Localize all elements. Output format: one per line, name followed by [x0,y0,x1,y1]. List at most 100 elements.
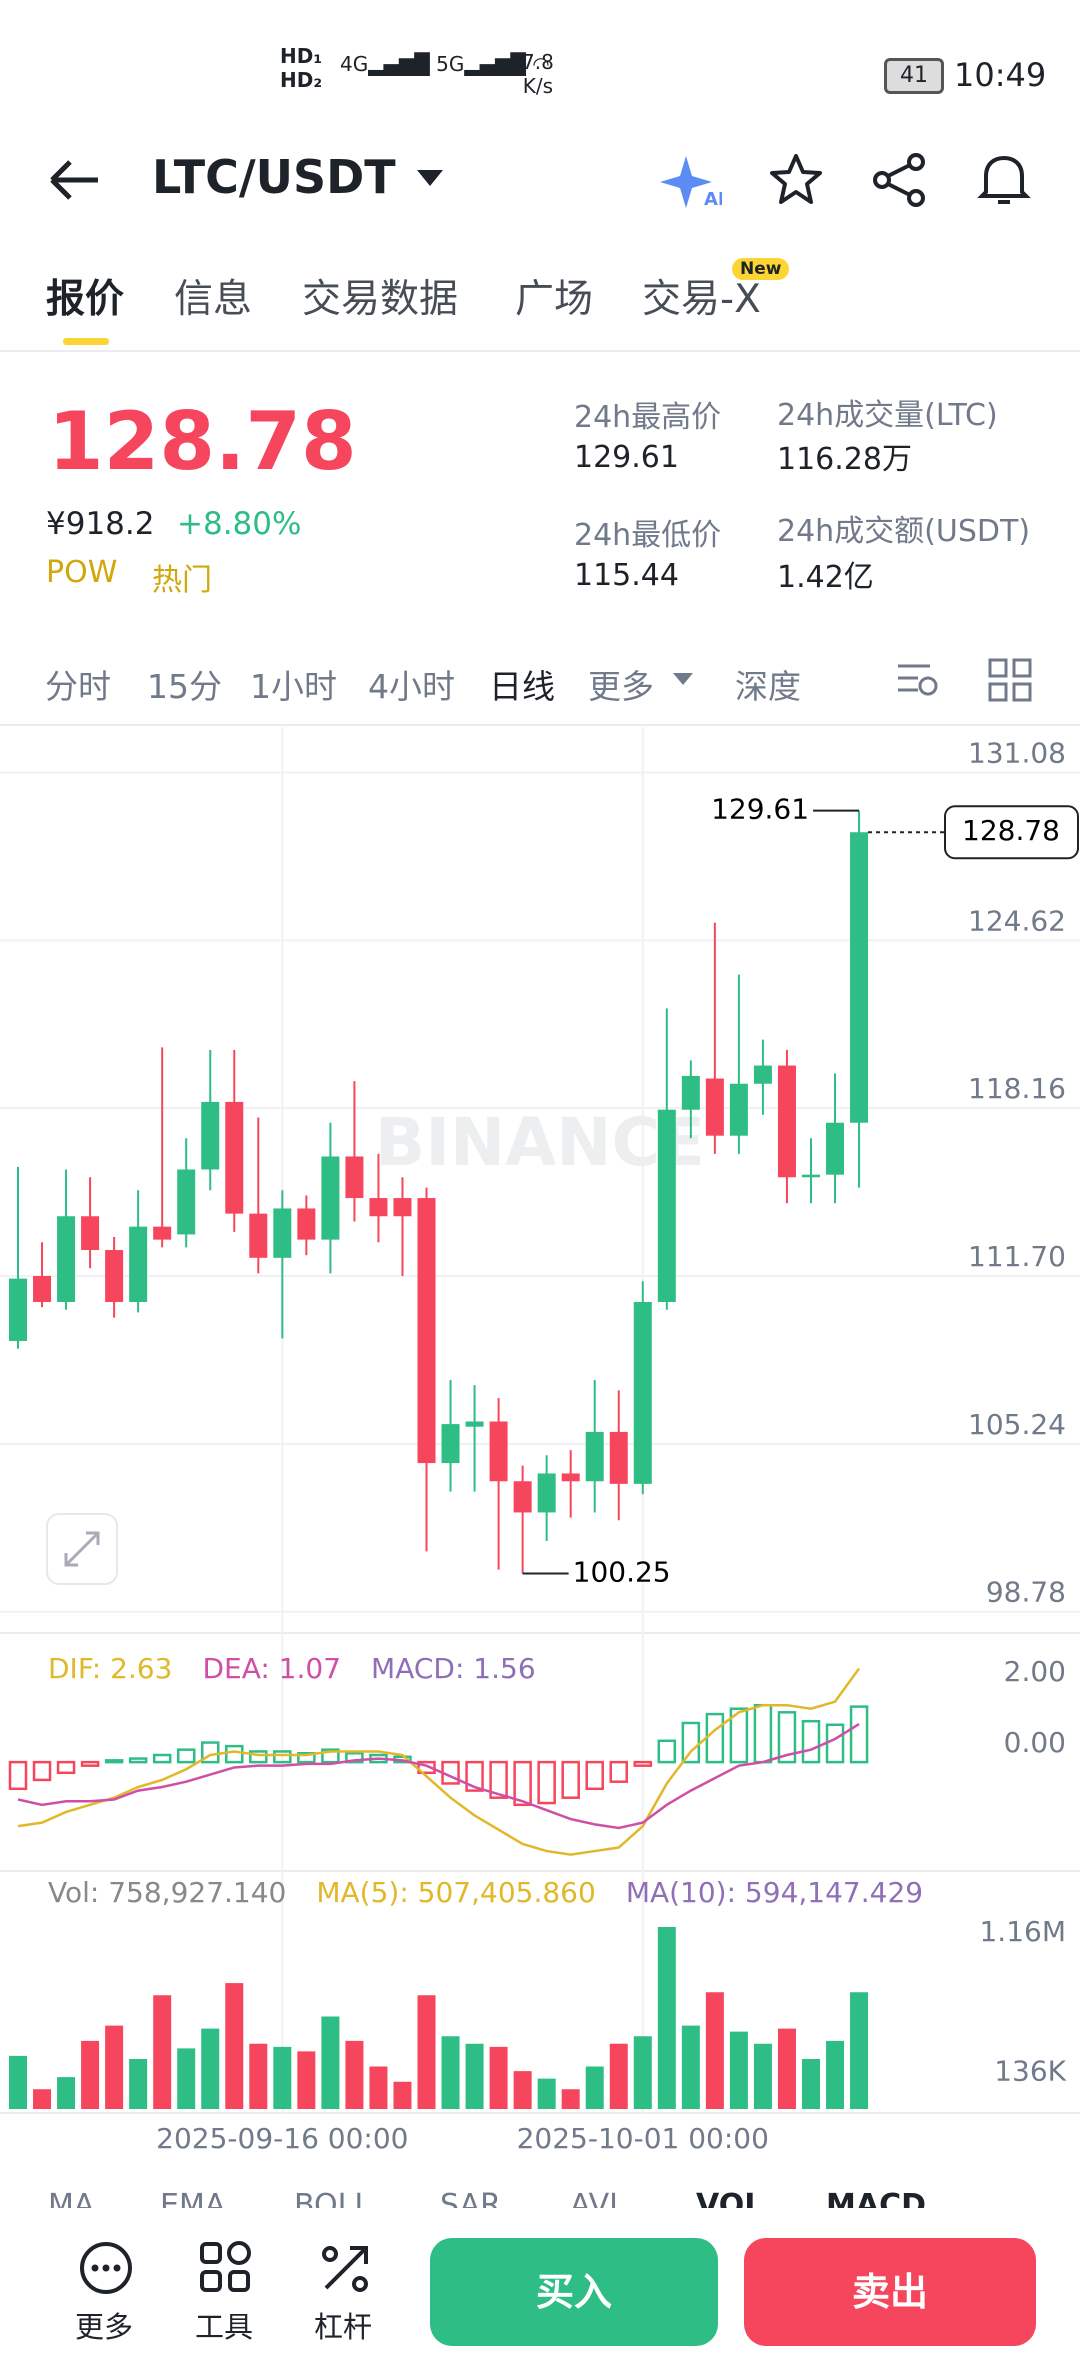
candle-body [393,1198,412,1217]
indicator[interactable]: MACD [826,2188,926,2208]
macd-bar [297,1751,316,1764]
depth[interactable]: 深度 [735,667,801,706]
watermark: BINANCE [375,1104,705,1181]
leverage-label[interactable]: 杠杆 [314,2310,373,2344]
interval-active[interactable]: 日线 [489,667,555,706]
macd-bar [681,1721,701,1764]
chart-settings[interactable] [896,658,940,702]
candle-body [81,1216,100,1251]
volume-bar [729,2031,748,2109]
macd-bar [321,1748,340,1764]
net-speed: 7.8 K/s [522,50,554,98]
macd-bar [56,1760,76,1775]
candle-body [33,1276,52,1302]
back-button[interactable] [48,156,102,204]
stat-value: 115.44 [574,558,679,593]
candle-body [57,1216,76,1302]
indicator[interactable]: AVL [570,2188,626,2208]
stat-value: 1.42亿 [777,560,874,595]
more-icon[interactable] [78,2240,134,2296]
interval[interactable]: 4小时 [368,667,455,706]
interval[interactable]: 1小时 [250,667,337,706]
volume-bar [681,2025,700,2109]
y-tick-label: 136K [994,2054,1066,2087]
macd-bar [609,1760,628,1783]
indicator[interactable]: EMA [160,2188,226,2208]
volume-bar [105,2025,124,2109]
fullscreen-button[interactable] [46,1513,118,1585]
alert-button[interactable] [976,150,1032,210]
candle-body [153,1226,172,1240]
macd-bar [417,1760,436,1775]
indicator[interactable]: SAR [440,2188,501,2208]
buy-button[interactable]: 买入 [430,2238,718,2346]
macd-bar [32,1760,52,1782]
macd-bar [753,1703,773,1764]
sell-button[interactable]: 卖出 [744,2238,1036,2346]
tag[interactable]: POW [46,555,118,590]
tools-icon[interactable] [198,2240,254,2296]
pair-dropdown[interactable] [415,168,445,188]
tab[interactable]: 交易-X [642,277,761,322]
macd-legend: MACD: 1.56 [371,1652,536,1685]
volume-bar [177,2048,196,2109]
indicator[interactable]: BOLL [294,2188,372,2208]
macd-bar [585,1760,604,1791]
macd-bar [705,1712,725,1764]
high-label: 129.61 [711,793,809,826]
tab[interactable]: 交易数据 [302,277,459,322]
stat-label: 24h最低价 [574,518,722,553]
tag[interactable]: 热门 [152,563,212,598]
interval[interactable]: 分时 [45,667,111,706]
dea-line [17,1722,860,1830]
macd-bar [200,1741,220,1764]
y-tick-label: 111.70 [968,1240,1066,1273]
indicator-row: MA EMA BOLL SAR AVL VOL MACD [0,2178,1080,2208]
dif-line [17,1667,861,1856]
indicator[interactable]: MA [48,2188,95,2208]
macd-bar [80,1760,100,1767]
interval[interactable]: 15分 [147,667,222,706]
volume-legend: MA(5): 507,405.860 [316,1876,595,1909]
candle-body [465,1421,484,1427]
volume-bar [489,2046,508,2109]
macd-bar [801,1719,821,1764]
tab[interactable]: 广场 [515,277,594,322]
share-button[interactable] [872,152,928,208]
tools-label[interactable]: 工具 [195,2310,254,2344]
volume-bar [801,2058,820,2109]
sim-icons: HD₁ HD₂ [280,44,323,92]
macd-legend: DIF: 2.63 [48,1652,172,1685]
volume-bar [441,2036,460,2109]
dropdown-arrow [673,673,693,685]
candle-body [513,1481,532,1513]
candle-body [633,1301,652,1484]
volume-bar [321,2016,340,2109]
tab[interactable]: 信息 [174,277,253,322]
stat-label: 24h最高价 [574,400,722,435]
macd-bar [465,1760,484,1792]
volume-bar [537,2078,556,2109]
favorite-button[interactable] [768,152,824,208]
more-label[interactable]: 更多 [75,2310,134,2344]
pair-title[interactable]: LTC/USDT [152,150,396,204]
candle-body [417,1198,436,1464]
stat-value: 116.28万 [777,442,912,477]
ai-icon[interactable]: AI [660,152,722,210]
candle-body [537,1473,556,1513]
layout-toggle[interactable] [988,658,1032,702]
indicator[interactable]: VOL [696,2188,764,2208]
leverage-icon[interactable] [318,2240,374,2296]
speed: 7.8 [522,50,554,74]
candle-body [609,1431,628,1484]
candle-body [9,1278,27,1341]
volume-bar [633,2036,652,2109]
macd-bar [777,1711,797,1764]
interval-more[interactable]: 更多 [588,667,654,706]
macd-bar [513,1760,532,1807]
volume-bar [9,2055,27,2109]
low-label: 100.25 [573,1556,671,1589]
y-tick-label: 124.62 [968,904,1066,937]
tab[interactable]: 报价 [46,277,125,322]
